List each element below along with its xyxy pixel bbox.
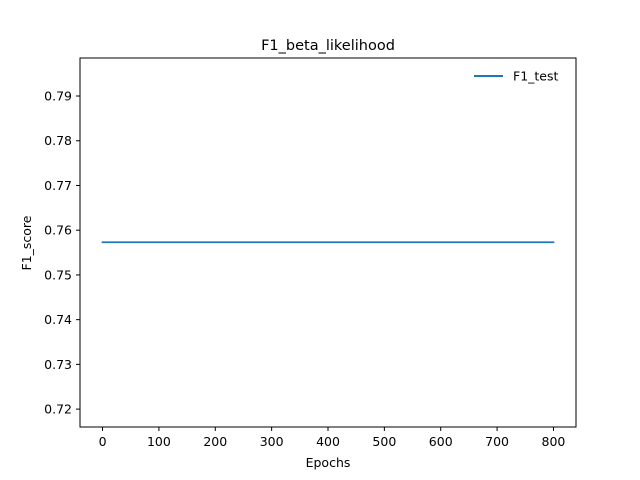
x-tick-label: 800 — [542, 434, 566, 449]
x-tick-label: 200 — [203, 434, 227, 449]
x-axis-label: Epochs — [306, 455, 351, 470]
legend: F1_test — [474, 69, 558, 84]
chart-title: F1_beta_likelihood — [261, 38, 395, 54]
y-axis-label: F1_score — [19, 215, 34, 270]
x-tick-label: 100 — [147, 434, 171, 449]
x-tick-label: 500 — [372, 434, 396, 449]
x-tick-label: 600 — [429, 434, 453, 449]
x-tick-label: 700 — [485, 434, 509, 449]
y-tick-label: 0.77 — [44, 178, 72, 193]
x-tick-label: 0 — [99, 434, 107, 449]
y-tick-label: 0.72 — [44, 402, 72, 417]
y-tick-label: 0.79 — [44, 89, 72, 104]
x-tick-label: 400 — [316, 434, 340, 449]
y-axis-ticks: 0.72 0.73 0.74 0.75 0.76 0.77 0.78 0.79 — [44, 89, 80, 417]
x-axis-ticks: 0 100 200 300 400 500 600 700 800 — [99, 427, 566, 449]
y-tick-label: 0.75 — [44, 267, 72, 282]
y-tick-label: 0.73 — [44, 357, 72, 372]
y-tick-label: 0.76 — [44, 223, 72, 238]
y-tick-label: 0.78 — [44, 133, 72, 148]
legend-label-f1-test: F1_test — [513, 69, 558, 84]
x-tick-label: 300 — [260, 434, 284, 449]
y-tick-label: 0.74 — [44, 312, 72, 327]
